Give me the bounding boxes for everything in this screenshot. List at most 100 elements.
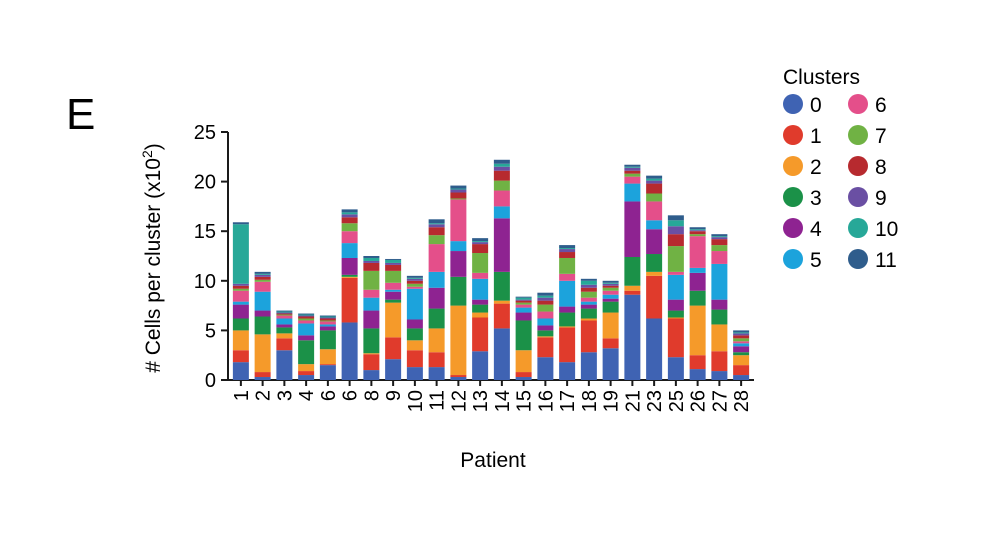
bar-segment-cluster-2 <box>646 271 663 276</box>
bar-stack-18 <box>602 280 619 380</box>
bar-segment-cluster-7 <box>450 198 467 200</box>
bar-segment-cluster-11 <box>689 227 706 230</box>
bar-segment-cluster-3 <box>341 274 358 277</box>
bar-segment-cluster-6 <box>646 201 663 221</box>
legend-label: 2 <box>810 156 822 179</box>
bar-segment-cluster-5 <box>406 288 423 320</box>
bar-segment-cluster-0 <box>515 377 532 380</box>
bar-segment-cluster-5 <box>515 307 532 313</box>
bar-segment-cluster-10 <box>406 277 423 279</box>
bar-segment-cluster-8 <box>298 316 315 319</box>
x-tick-label: 25 <box>666 390 688 412</box>
bar-segment-cluster-1 <box>254 372 271 378</box>
bar-segment-cluster-11 <box>493 159 510 164</box>
bar-segment-cluster-11 <box>341 209 358 213</box>
bar-segment-cluster-11 <box>450 185 467 189</box>
bar-segment-cluster-3 <box>559 312 576 327</box>
bar-segment-cluster-5 <box>341 243 358 258</box>
bar-segment-cluster-4 <box>472 299 489 305</box>
bar-segment-cluster-4 <box>319 326 336 331</box>
bar-segment-cluster-1 <box>537 337 554 358</box>
bar-segment-cluster-6 <box>341 231 358 244</box>
bar-segment-cluster-3 <box>580 308 597 319</box>
x-tick-label: 13 <box>470 390 492 412</box>
bar-segment-cluster-1 <box>667 318 684 358</box>
bar-segment-cluster-8 <box>341 217 358 224</box>
bar-segment-cluster-9 <box>472 242 489 245</box>
bar-segment-cluster-8 <box>363 262 380 271</box>
bar-segment-cluster-9 <box>298 315 315 317</box>
bar-segment-cluster-6 <box>428 244 445 272</box>
bar-segment-cluster-3 <box>363 328 380 354</box>
bar-segment-cluster-4 <box>689 272 706 291</box>
x-tick-label: 28 <box>731 390 753 412</box>
bar-segment-cluster-7 <box>667 246 684 272</box>
bar-segment-cluster-4 <box>493 218 510 272</box>
bar-segment-cluster-4 <box>428 287 445 309</box>
bar-segment-cluster-6 <box>580 297 597 302</box>
bar-segment-cluster-6 <box>711 251 728 264</box>
bar-segment-cluster-5 <box>385 289 402 292</box>
bar-segment-cluster-2 <box>406 340 423 351</box>
legend-label: 5 <box>810 249 822 272</box>
legend-item-cluster-2: 2 <box>783 156 822 179</box>
bar-segment-cluster-9 <box>232 283 249 286</box>
panel-letter: E <box>66 90 95 139</box>
bar-segment-cluster-2 <box>559 326 576 328</box>
bar-segment-cluster-2 <box>537 336 554 338</box>
bar-segment-cluster-7 <box>689 234 706 237</box>
bar-segment-cluster-9 <box>559 249 576 253</box>
bar-segment-cluster-6 <box>232 290 249 302</box>
bar-segment-cluster-3 <box>646 254 663 272</box>
bar-segment-cluster-5 <box>319 324 336 327</box>
bar-segment-cluster-1 <box>298 371 315 376</box>
legend-label: 7 <box>875 125 887 148</box>
bar-segment-cluster-3 <box>319 330 336 350</box>
bar-stack-3 <box>276 310 293 380</box>
bar-stacks <box>232 159 750 380</box>
bar-segment-cluster-3 <box>472 304 489 313</box>
bar-segment-cluster-0 <box>232 362 249 380</box>
bar-segment-cluster-11 <box>733 330 750 333</box>
bar-segment-cluster-7 <box>319 320 336 322</box>
bar-segment-cluster-11 <box>428 219 445 224</box>
legend-label: 6 <box>875 94 887 117</box>
bar-segment-cluster-10 <box>363 257 380 261</box>
legend-item-cluster-7: 7 <box>848 125 887 148</box>
bar-segment-cluster-10 <box>515 297 532 300</box>
x-tick-label: 14 <box>492 390 514 412</box>
y-tick-label: 5 <box>205 320 216 342</box>
bar-segment-cluster-1 <box>341 277 358 323</box>
bar-segment-cluster-9 <box>254 274 271 277</box>
bar-segment-cluster-10 <box>385 259 402 263</box>
bar-segment-cluster-3 <box>298 340 315 365</box>
bar-segment-cluster-4 <box>276 324 293 328</box>
bar-segment-cluster-11 <box>667 215 684 221</box>
x-tick-label: 19 <box>601 390 623 412</box>
bar-segment-cluster-9 <box>493 166 510 171</box>
bar-segment-cluster-5 <box>493 206 510 219</box>
bar-segment-cluster-7 <box>602 287 619 291</box>
bar-segment-cluster-2 <box>450 305 467 376</box>
bar-segment-cluster-7 <box>493 180 510 191</box>
bar-segment-cluster-5 <box>428 271 445 288</box>
bar-stack-10 <box>428 219 445 380</box>
bar-segment-cluster-0 <box>385 359 402 380</box>
bar-segment-cluster-10 <box>298 314 315 316</box>
x-tick-label: 11 <box>427 390 449 411</box>
bar-segment-cluster-1 <box>515 372 532 378</box>
bar-stack-23 <box>711 234 728 380</box>
bar-stack-16 <box>559 245 576 380</box>
bar-segment-cluster-0 <box>689 369 706 380</box>
bar-segment-cluster-1 <box>428 352 445 368</box>
bar-segment-cluster-6 <box>493 190 510 207</box>
bar-stack-5 <box>319 315 336 380</box>
bar-segment-cluster-4 <box>515 312 532 321</box>
bar-segment-cluster-10 <box>667 220 684 227</box>
bar-segment-cluster-4 <box>624 201 641 257</box>
legend-label: 3 <box>810 187 822 210</box>
x-tick-label: 27 <box>709 390 731 412</box>
y-axis-title: # Cells per cluster (x102) <box>139 143 165 373</box>
